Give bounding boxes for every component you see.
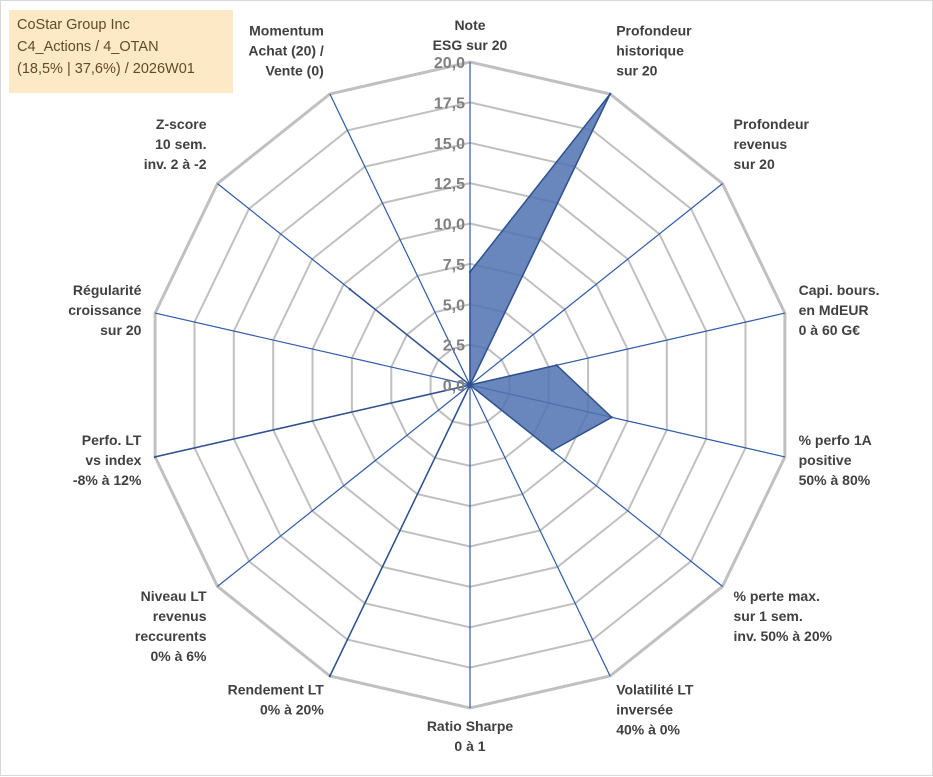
data-point <box>153 455 157 459</box>
axis-label: Note ESG sur 20 <box>433 17 508 53</box>
series-area <box>154 93 613 677</box>
axis-label: Profondeur historique sur 20 <box>616 22 692 78</box>
radar-series <box>153 92 613 678</box>
data-point <box>550 449 554 452</box>
radial-tick-labels: 0,0 2,5 5,0 7,5 10,0 12,5 15,0 17,5 20,0 <box>434 55 465 395</box>
axis-label: Capi. bours. en MdEUR 0 à 60 G€ <box>799 282 880 338</box>
axis-label: % perfo 1A positive 50% à 80% <box>799 432 872 488</box>
axis-label: Rendement LT 0% à 20% <box>228 682 325 718</box>
stats-label: (18,5% | 37,6%) / 2026W01 <box>17 61 195 77</box>
data-point <box>608 92 612 96</box>
axis-label: Profondeur revenus sur 20 <box>734 116 810 172</box>
tick-label: 10,0 <box>434 217 465 234</box>
axis-label: Volatilité LT inversée 40% à 0% <box>616 682 694 738</box>
axis-spoke <box>469 384 611 677</box>
axis-label: % perte max. sur 1 sem. inv. 50% à 20% <box>734 588 833 644</box>
data-point <box>468 383 472 387</box>
axis-spoke <box>329 93 471 386</box>
data-point <box>348 288 352 291</box>
tick-label: 0,0 <box>443 378 465 395</box>
tick-label: 7,5 <box>443 257 465 274</box>
data-point <box>610 416 613 419</box>
axis-spoke <box>154 312 471 386</box>
axis-labels: Note ESG sur 20 Profondeur historique sur 20… <box>68 17 879 754</box>
axis-label: Ratio Sharpe 0 à 1 <box>427 718 514 754</box>
tick-label: 15,0 <box>434 136 465 153</box>
tick-label: 20,0 <box>434 55 465 72</box>
axis-label: Niveau LT revenus reccurents 0% à 6% <box>135 588 207 664</box>
data-point <box>328 674 332 678</box>
tick-label: 2,5 <box>443 338 465 355</box>
axis-label: Momentum Achat (20) / Vente (0) <box>248 22 324 78</box>
data-point <box>468 270 472 274</box>
tick-label: 17,5 <box>434 95 465 112</box>
axis-label: Z-score 10 sem. inv. 2 à -2 <box>144 116 207 172</box>
portfolio-label: C4_Actions / 4_OTAN <box>17 39 159 55</box>
axis-spoke <box>469 183 723 386</box>
data-point <box>555 364 558 367</box>
axis-label: Perfo. LT vs index -8% à 12% <box>73 432 142 488</box>
tick-label: 12,5 <box>434 176 465 193</box>
axis-spoke <box>217 384 471 587</box>
axis-label: Régularité croissance sur 20 <box>68 282 141 338</box>
tick-label: 5,0 <box>443 297 465 314</box>
info-box: CoStar Group Inc C4_Actions / 4_OTAN (18… <box>9 10 233 93</box>
company-name: CoStar Group Inc <box>17 17 130 33</box>
